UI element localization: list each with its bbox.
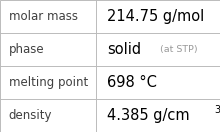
Text: density: density [9, 109, 52, 122]
Text: melting point: melting point [9, 76, 88, 89]
Text: 698 °C: 698 °C [107, 75, 157, 90]
Text: 214.75 g/mol: 214.75 g/mol [107, 9, 204, 24]
Text: molar mass: molar mass [9, 10, 78, 23]
Text: 3: 3 [214, 105, 220, 115]
Text: phase: phase [9, 43, 44, 56]
Text: (at STP): (at STP) [157, 45, 198, 54]
Text: solid: solid [107, 42, 141, 57]
Text: 4.385 g/cm: 4.385 g/cm [107, 108, 189, 123]
